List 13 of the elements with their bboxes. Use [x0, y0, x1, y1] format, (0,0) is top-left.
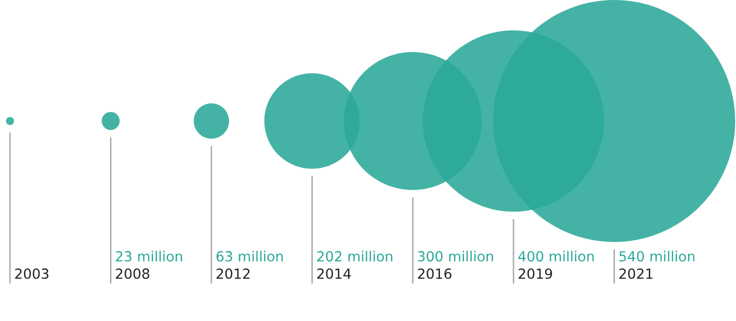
category-label: 2019 — [518, 268, 552, 279]
category-label: 2014 — [317, 268, 351, 279]
data-label: 23 million — [116, 250, 182, 262]
category-label: 2016 — [418, 268, 452, 279]
category-label: 2003 — [15, 268, 48, 279]
data-label: 63 million — [216, 250, 283, 262]
data-label: 540 million — [619, 250, 694, 262]
category-label: 2008 — [116, 268, 150, 279]
data-label: 400 million — [518, 250, 594, 262]
category-label: 2012 — [216, 268, 250, 279]
data-label: 300 million — [418, 250, 493, 262]
category-label: 2021 — [619, 268, 652, 279]
data-label: 202 million — [317, 250, 392, 262]
